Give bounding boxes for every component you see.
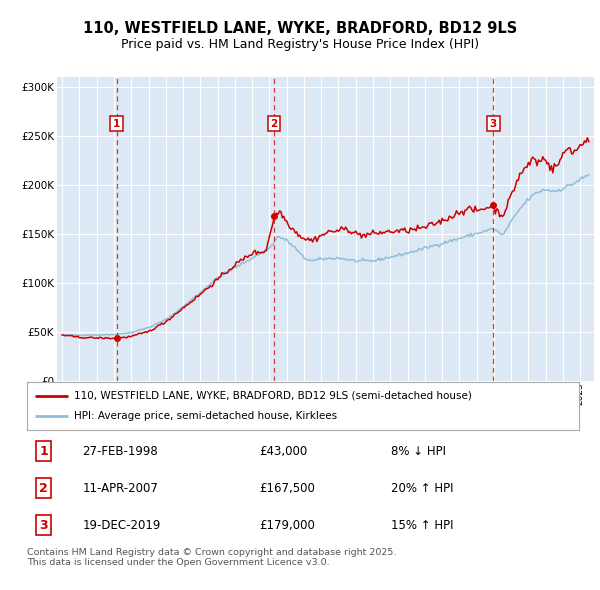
Text: 27-FEB-1998: 27-FEB-1998 [82,445,158,458]
Text: 2: 2 [271,119,278,129]
Text: 19-DEC-2019: 19-DEC-2019 [82,519,161,532]
Text: 2: 2 [39,481,48,495]
Text: HPI: Average price, semi-detached house, Kirklees: HPI: Average price, semi-detached house,… [74,411,337,421]
Text: 15% ↑ HPI: 15% ↑ HPI [391,519,454,532]
Text: 110, WESTFIELD LANE, WYKE, BRADFORD, BD12 9LS: 110, WESTFIELD LANE, WYKE, BRADFORD, BD1… [83,21,517,35]
Text: 3: 3 [39,519,48,532]
Text: £167,500: £167,500 [259,481,315,495]
Text: 3: 3 [490,119,497,129]
Text: 8% ↓ HPI: 8% ↓ HPI [391,445,446,458]
Text: 20% ↑ HPI: 20% ↑ HPI [391,481,454,495]
Text: 1: 1 [113,119,120,129]
Text: 110, WESTFIELD LANE, WYKE, BRADFORD, BD12 9LS (semi-detached house): 110, WESTFIELD LANE, WYKE, BRADFORD, BD1… [74,391,472,401]
Text: Contains HM Land Registry data © Crown copyright and database right 2025.
This d: Contains HM Land Registry data © Crown c… [27,548,397,567]
Text: Price paid vs. HM Land Registry's House Price Index (HPI): Price paid vs. HM Land Registry's House … [121,38,479,51]
Text: 11-APR-2007: 11-APR-2007 [82,481,158,495]
Text: £179,000: £179,000 [259,519,315,532]
Text: £43,000: £43,000 [259,445,307,458]
Text: 1: 1 [39,445,48,458]
